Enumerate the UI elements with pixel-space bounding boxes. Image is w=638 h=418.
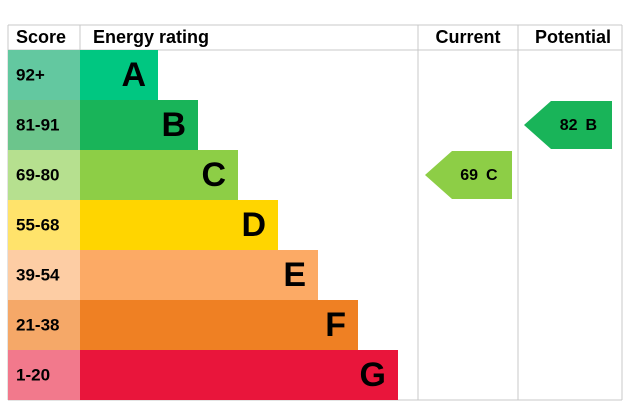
score-label: 39-54 xyxy=(16,265,60,284)
header-current: Current xyxy=(435,27,500,47)
current-arrow xyxy=(425,151,512,199)
score-cell xyxy=(8,50,80,100)
score-label: 21-38 xyxy=(16,315,59,334)
score-label: 55-68 xyxy=(16,215,59,234)
rating-letter: D xyxy=(241,206,266,244)
rating-bar xyxy=(80,350,398,400)
score-label: 81-91 xyxy=(16,115,59,134)
rating-letter: A xyxy=(121,56,146,94)
potential-rating: B xyxy=(586,117,598,134)
rating-bar xyxy=(80,100,198,150)
rating-letter: B xyxy=(161,106,186,144)
score-label: 1-20 xyxy=(16,365,50,384)
rating-letter: E xyxy=(283,256,306,294)
rating-bar xyxy=(80,50,158,100)
score-cell xyxy=(8,250,80,300)
score-cell xyxy=(8,350,80,400)
rating-letter: C xyxy=(201,156,226,194)
score-label: 69-80 xyxy=(16,165,59,184)
rating-bar xyxy=(80,250,318,300)
score-cell xyxy=(8,100,80,150)
score-label: 92+ xyxy=(16,65,45,84)
rating-bar xyxy=(80,150,238,200)
header-potential: Potential xyxy=(535,27,611,47)
score-cell xyxy=(8,200,80,250)
header-score: Score xyxy=(16,27,66,47)
rating-bar xyxy=(80,200,278,250)
score-cell xyxy=(8,300,80,350)
current-score: 69 xyxy=(460,167,478,184)
score-cell xyxy=(8,150,80,200)
rating-letter: F xyxy=(325,306,346,344)
header-rating: Energy rating xyxy=(93,27,209,47)
current-rating: C xyxy=(486,167,498,184)
rating-bar xyxy=(80,300,358,350)
rating-letter: G xyxy=(360,356,386,394)
potential-arrow xyxy=(524,101,612,149)
potential-score: 82 xyxy=(560,117,578,134)
